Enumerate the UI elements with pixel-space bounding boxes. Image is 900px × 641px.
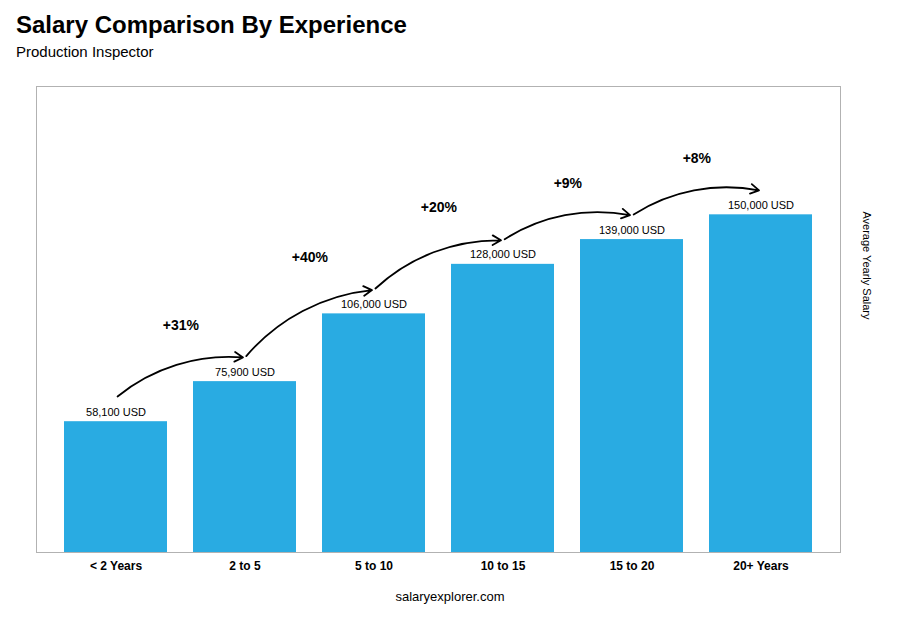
svg-text:Average Yearly Salary: Average Yearly Salary [861,211,873,320]
svg-text:128,000 USD: 128,000 USD [470,248,536,260]
svg-text:20+ Years: 20+ Years [733,559,789,573]
svg-text:+9%: +9% [554,175,583,191]
svg-text:150,000 USD: 150,000 USD [728,199,794,211]
svg-text:75,900 USD: 75,900 USD [215,366,275,378]
svg-text:2 to 5: 2 to 5 [229,559,261,573]
svg-text:5 to 10: 5 to 10 [355,559,393,573]
html-text:Salary Comparison By Experienc: Salary Comparison By Experience [16,11,407,38]
html-text:Production Inspector: Production Inspector [16,43,154,60]
svg-text:139,000 USD: 139,000 USD [599,224,665,236]
svg-text:15 to 20: 15 to 20 [610,559,655,573]
svg-text:+8%: +8% [683,150,712,166]
svg-text:10 to 15: 10 to 15 [481,559,526,573]
svg-text:106,000 USD: 106,000 USD [341,298,407,310]
svg-text:+31%: +31% [163,317,200,333]
html-text:salaryexplorer.com: salaryexplorer.com [395,589,505,604]
svg-text:< 2 Years: < 2 Years [90,559,142,573]
svg-text:+20%: +20% [421,199,458,215]
svg-text:58,100 USD: 58,100 USD [86,406,146,418]
svg-text:+40%: +40% [292,249,329,265]
